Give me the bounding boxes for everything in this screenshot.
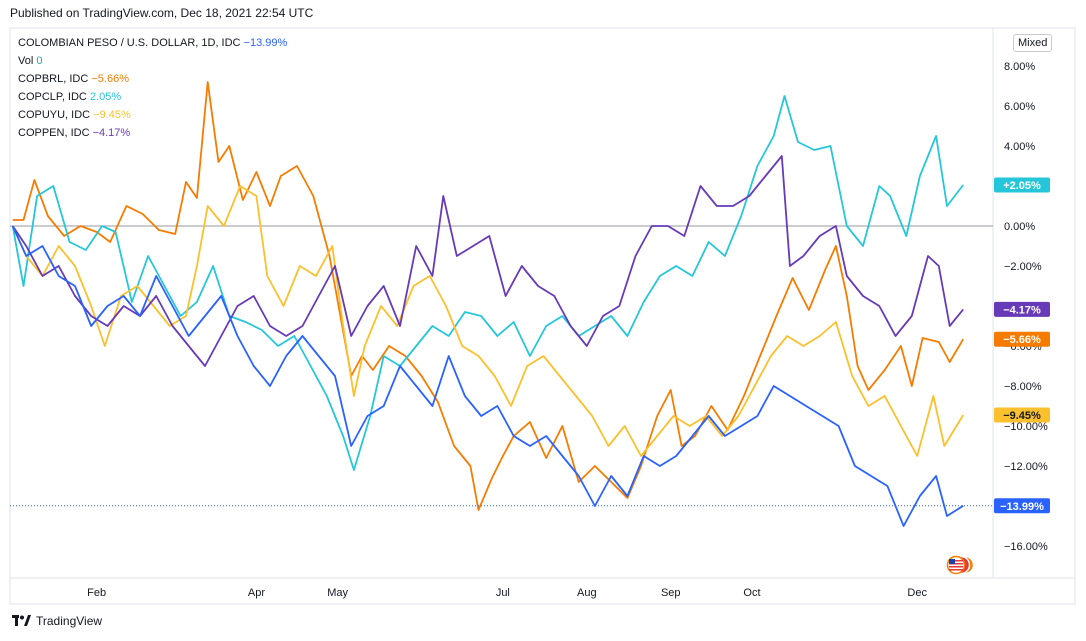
legend-value: −13.99%	[243, 37, 288, 49]
time-axis-frame	[9, 577, 1076, 605]
legend-value: 0	[36, 55, 43, 67]
y-tick-label: 8.00%	[1004, 61, 1035, 73]
y-tick-label: −2.00%	[1004, 261, 1042, 273]
legend-row-copuyu[interactable]: COPUYU, IDC −9.45%	[18, 106, 287, 124]
x-tick-label: Feb	[87, 587, 106, 599]
legend-value: −5.66%	[91, 73, 129, 85]
legend: COLOMBIAN PESO / U.S. DOLLAR, 1D, IDC −1…	[18, 34, 287, 142]
y-tick-label: −10.00%	[1004, 421, 1048, 433]
last-value-tag	[994, 331, 1050, 347]
legend-value: −9.45%	[93, 109, 131, 121]
last-value-tag	[994, 498, 1050, 514]
series-line	[11, 95, 964, 471]
last-value-label: −4.17%	[1003, 304, 1041, 316]
x-tick-label: Oct	[743, 587, 760, 599]
published-note: Published on TradingView.com, Dec 18, 20…	[10, 6, 314, 20]
legend-row-main[interactable]: COLOMBIAN PESO / U.S. DOLLAR, 1D, IDC −1…	[18, 34, 287, 52]
us-flag-icon[interactable]	[946, 555, 976, 575]
y-tick-label: 4.00%	[1004, 141, 1035, 153]
tradingview-logo-icon	[12, 615, 31, 626]
series-line	[11, 155, 964, 367]
y-tick-label: 0.00%	[1004, 221, 1035, 233]
x-tick-label: Dec	[907, 587, 927, 599]
x-tick-label: Jul	[496, 587, 510, 599]
y-tick-label: −16.00%	[1004, 541, 1048, 553]
last-value-label: −13.99%	[1000, 501, 1044, 513]
last-value-tag	[994, 407, 1050, 423]
last-value-label: +2.05%	[1003, 180, 1041, 192]
legend-row-copclp[interactable]: COPCLP, IDC 2.05%	[18, 88, 287, 106]
y-tick-label: −8.00%	[1004, 381, 1042, 393]
scale-mode-button[interactable]: Mixed	[1013, 34, 1053, 52]
x-tick-label: Apr	[248, 587, 265, 599]
x-tick-label: Aug	[577, 587, 597, 599]
legend-row-vol[interactable]: Vol 0	[18, 52, 287, 70]
legend-value: 2.05%	[89, 91, 122, 103]
tradingview-logo[interactable]: TradingView	[12, 614, 102, 628]
series-line	[12, 81, 964, 511]
x-tick-label: May	[327, 587, 348, 599]
legend-name: COPUYU, IDC	[18, 109, 91, 121]
y-tick-label: 6.00%	[1004, 101, 1035, 113]
last-value-tag	[994, 301, 1050, 317]
legend-value: −4.17%	[92, 127, 131, 139]
last-value-tag	[994, 177, 1050, 193]
x-tick-label: Sep	[661, 587, 681, 599]
legend-name: COPBRL, IDC	[18, 73, 89, 85]
last-value-label: −5.66%	[1003, 334, 1041, 346]
series-line	[11, 225, 964, 527]
legend-row-copbrl[interactable]: COPBRL, IDC −5.66%	[18, 70, 287, 88]
y-tick-label: −12.00%	[1004, 461, 1048, 473]
legend-name: Vol	[18, 55, 34, 67]
legend-name: COLOMBIAN PESO / U.S. DOLLAR, 1D, IDC	[18, 37, 241, 49]
last-value-label: −9.45%	[1003, 410, 1041, 422]
brand-name: TradingView	[36, 614, 103, 628]
legend-name: COPCLP, IDC	[18, 91, 87, 103]
legend-row-coppen[interactable]: COPPEN, IDC −4.17%	[18, 124, 287, 142]
legend-name: COPPEN, IDC	[18, 127, 90, 139]
